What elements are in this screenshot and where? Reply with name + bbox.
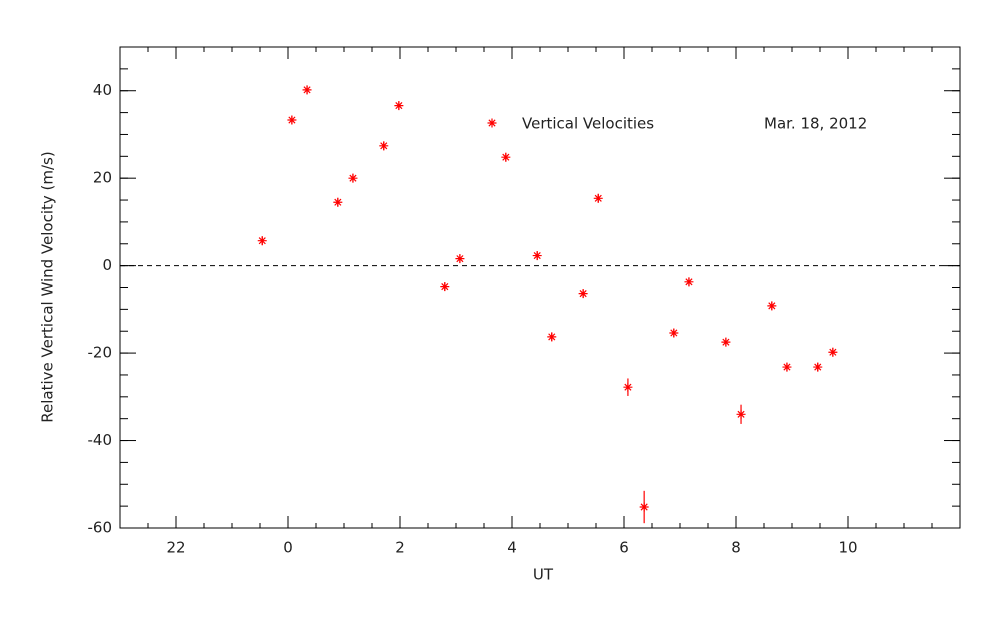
y-tick-label: -60 [88,519,113,537]
x-tick-label: 10 [838,539,857,557]
x-tick-label: 22 [166,539,185,557]
x-axis-label: UT [533,566,554,584]
data-point [302,85,312,95]
data-point [440,282,450,292]
annotation: Mar. 18, 2012 [764,115,867,133]
y-tick-label: 40 [93,81,112,99]
data-point [782,362,792,372]
data-point [455,254,465,264]
legend-marker [487,118,497,128]
data-point [501,152,511,162]
data-point [287,115,297,125]
data-point [813,362,823,372]
y-tick-label: -40 [88,431,113,449]
data-point [767,301,777,311]
x-tick-label: 2 [395,539,405,557]
data-point [547,332,557,342]
data-point [721,337,731,347]
data-point [639,502,649,512]
data-point [532,251,542,261]
data-point [394,101,404,111]
data-point [828,347,838,357]
data-point [578,289,588,299]
data-point [736,409,746,419]
legend-label: Vertical Velocities [522,115,654,133]
x-tick-label: 6 [619,539,629,557]
y-tick-label: 20 [93,169,112,187]
data-point [379,141,389,151]
x-tick-label: 0 [283,539,293,557]
y-tick-label: 0 [102,256,112,274]
data-point [669,328,679,338]
y-tick-label: -20 [88,344,113,362]
x-tick-label: 8 [731,539,741,557]
y-axis-label: Relative Vertical Wind Velocity (m/s) [39,151,57,422]
data-point [333,197,343,207]
data-point [348,173,358,183]
x-tick-label: 4 [507,539,517,557]
data-point [623,382,633,392]
data-point [593,193,603,203]
data-point [257,236,267,246]
data-point [684,277,694,287]
